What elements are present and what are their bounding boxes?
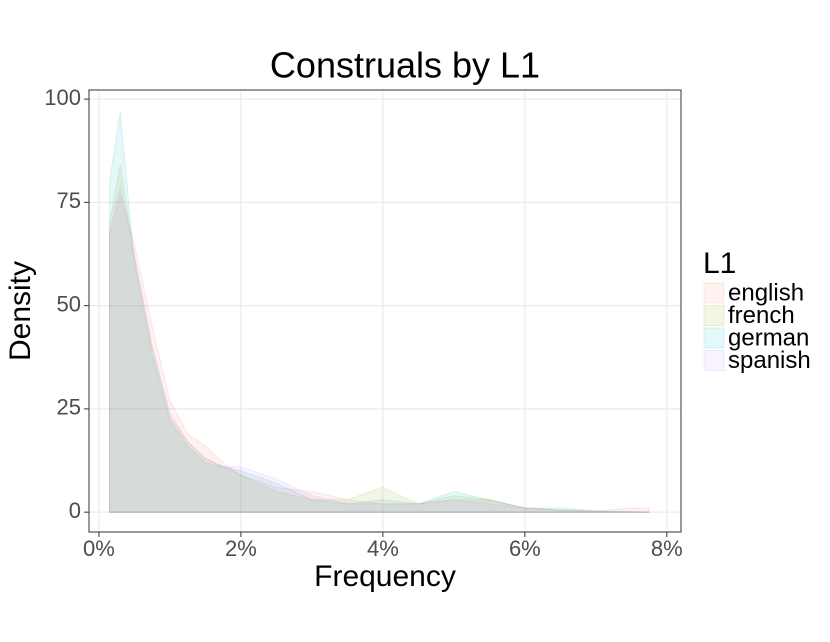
legend-key (703, 305, 725, 326)
y-tick-label: 0 (69, 498, 81, 523)
legend-label: english (728, 279, 804, 306)
x-axis-label: Frequency (314, 560, 456, 593)
x-tick-label: 0% (83, 536, 115, 561)
x-tick-label: 2% (225, 536, 257, 561)
plot-panel (89, 90, 681, 532)
density-area (109, 185, 650, 513)
y-axis-label: Density (4, 261, 37, 361)
panel-border (88, 89, 682, 533)
density-area (109, 111, 650, 513)
density-area (109, 165, 650, 513)
y-tick-label: 50 (57, 291, 81, 316)
chart-title: Construals by L1 (270, 45, 540, 86)
legend-label: french (728, 302, 795, 329)
legend-label: german (728, 324, 809, 351)
legend-key (703, 282, 725, 304)
legend-key (703, 350, 725, 371)
density-area (109, 192, 650, 513)
y-tick-label: 25 (57, 395, 81, 420)
legend-title: L1 (703, 247, 736, 280)
legend-key (703, 327, 725, 349)
y-tick-label: 75 (57, 188, 81, 213)
y-tick-label: 100 (44, 85, 81, 110)
x-tick-label: 4% (367, 536, 399, 561)
legend-label: spanish (728, 347, 811, 374)
x-tick-label: 6% (509, 536, 541, 561)
x-tick-label: 8% (651, 536, 683, 561)
